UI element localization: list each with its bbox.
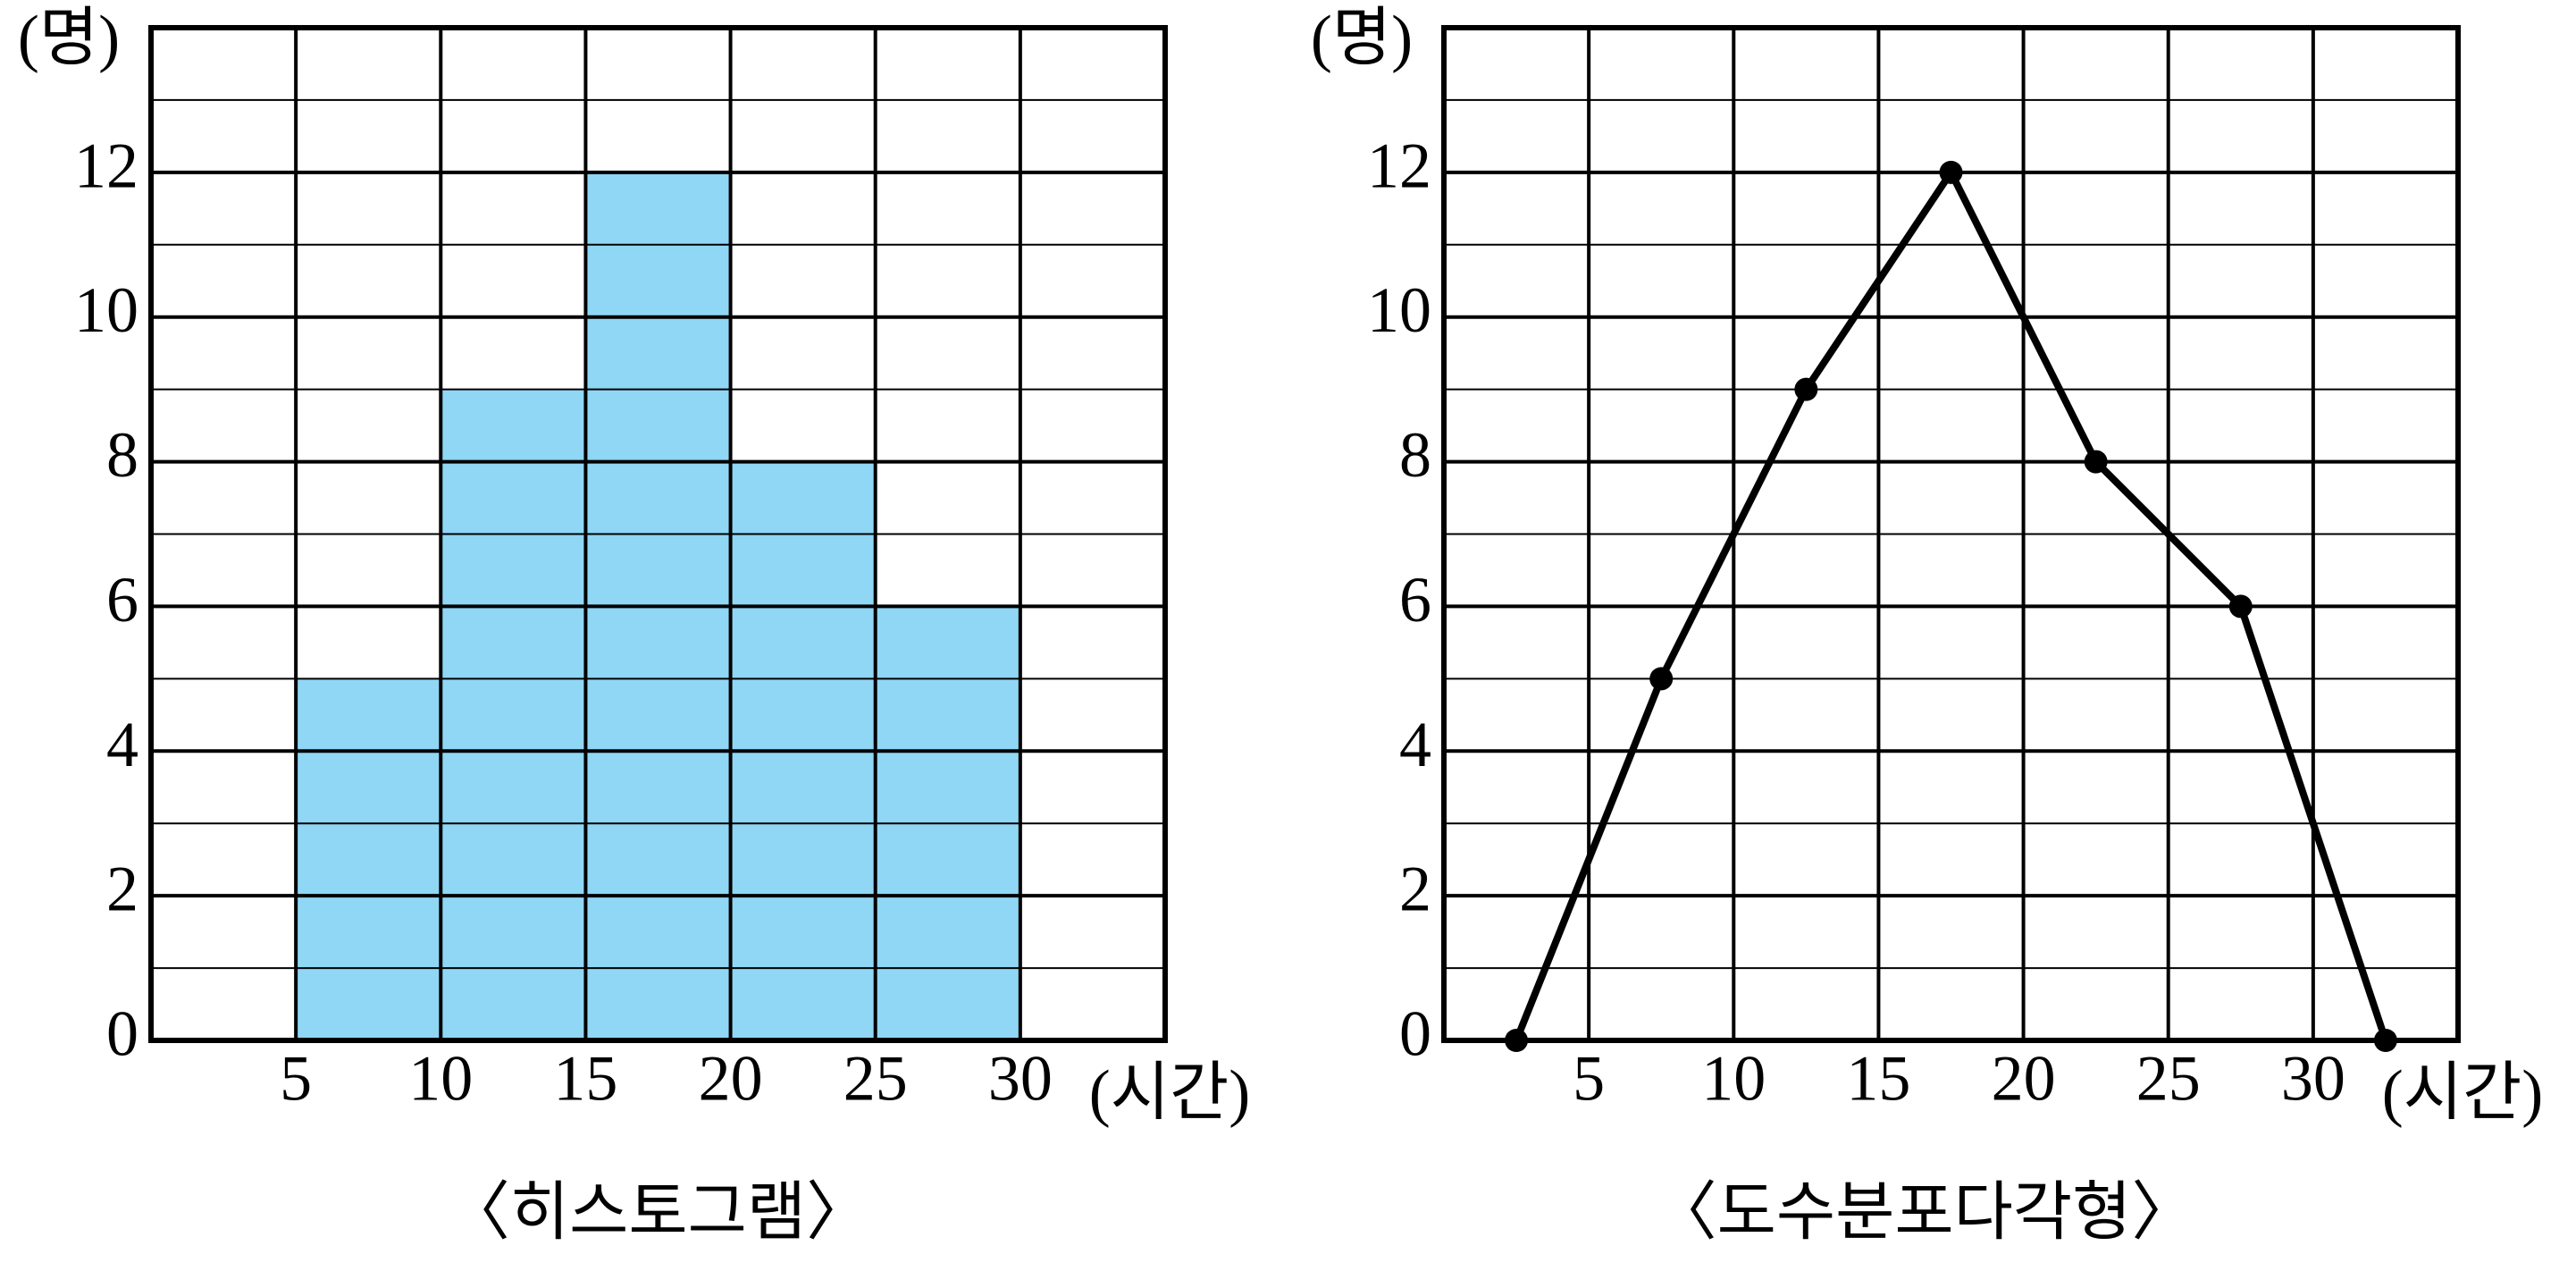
y-tick-label: 4 [1399,709,1431,780]
y-tick-label: 0 [106,998,138,1070]
chart-title: 〈히스토그램〉 [446,1177,870,1249]
y-tick-label: 12 [74,130,138,201]
x-tick-label: 30 [2281,1043,2345,1115]
y-tick-label: 12 [1367,130,1431,201]
y-tick-label: 8 [1399,419,1431,491]
x-tick-label: 20 [699,1043,763,1115]
y-tick-label: 8 [106,419,138,491]
y-tick-label: 0 [1399,998,1431,1070]
x-tick-label: 20 [1992,1043,2056,1115]
bar [441,389,586,1041]
plot-frame [1441,25,2461,1043]
point [2373,1029,2397,1052]
x-tick-label: 25 [843,1043,908,1115]
point [1649,667,1674,691]
x-tick-label: 30 [988,1043,1053,1115]
plot-frame [148,25,1168,1043]
y-axis-label: (명) [18,3,120,74]
x-tick-label: 15 [1846,1043,1910,1115]
point [1794,377,1818,401]
bar [296,678,441,1040]
y-axis-label: (명) [1311,3,1413,74]
point [2084,450,2108,474]
point [1939,160,1963,184]
chart-title: 〈도수분포다각형〉 [1653,1177,2196,1249]
point [1505,1029,1529,1052]
point [2228,594,2253,619]
y-tick-label: 6 [1399,564,1431,636]
x-tick-label: 5 [1573,1043,1605,1115]
y-tick-label: 2 [106,854,138,925]
x-tick-label: 15 [553,1043,617,1115]
x-tick-label: 10 [408,1043,473,1115]
y-tick-label: 4 [106,709,138,780]
x-tick-label: 10 [1701,1043,1766,1115]
y-tick-label: 10 [74,274,138,346]
x-tick-label: 25 [2136,1043,2201,1115]
x-axis-label: (시간) [2382,1057,2543,1129]
y-tick-label: 10 [1367,274,1431,346]
y-tick-label: 6 [106,564,138,636]
x-tick-label: 5 [280,1043,312,1115]
y-tick-label: 2 [1399,854,1431,925]
x-axis-label: (시간) [1089,1057,1250,1129]
